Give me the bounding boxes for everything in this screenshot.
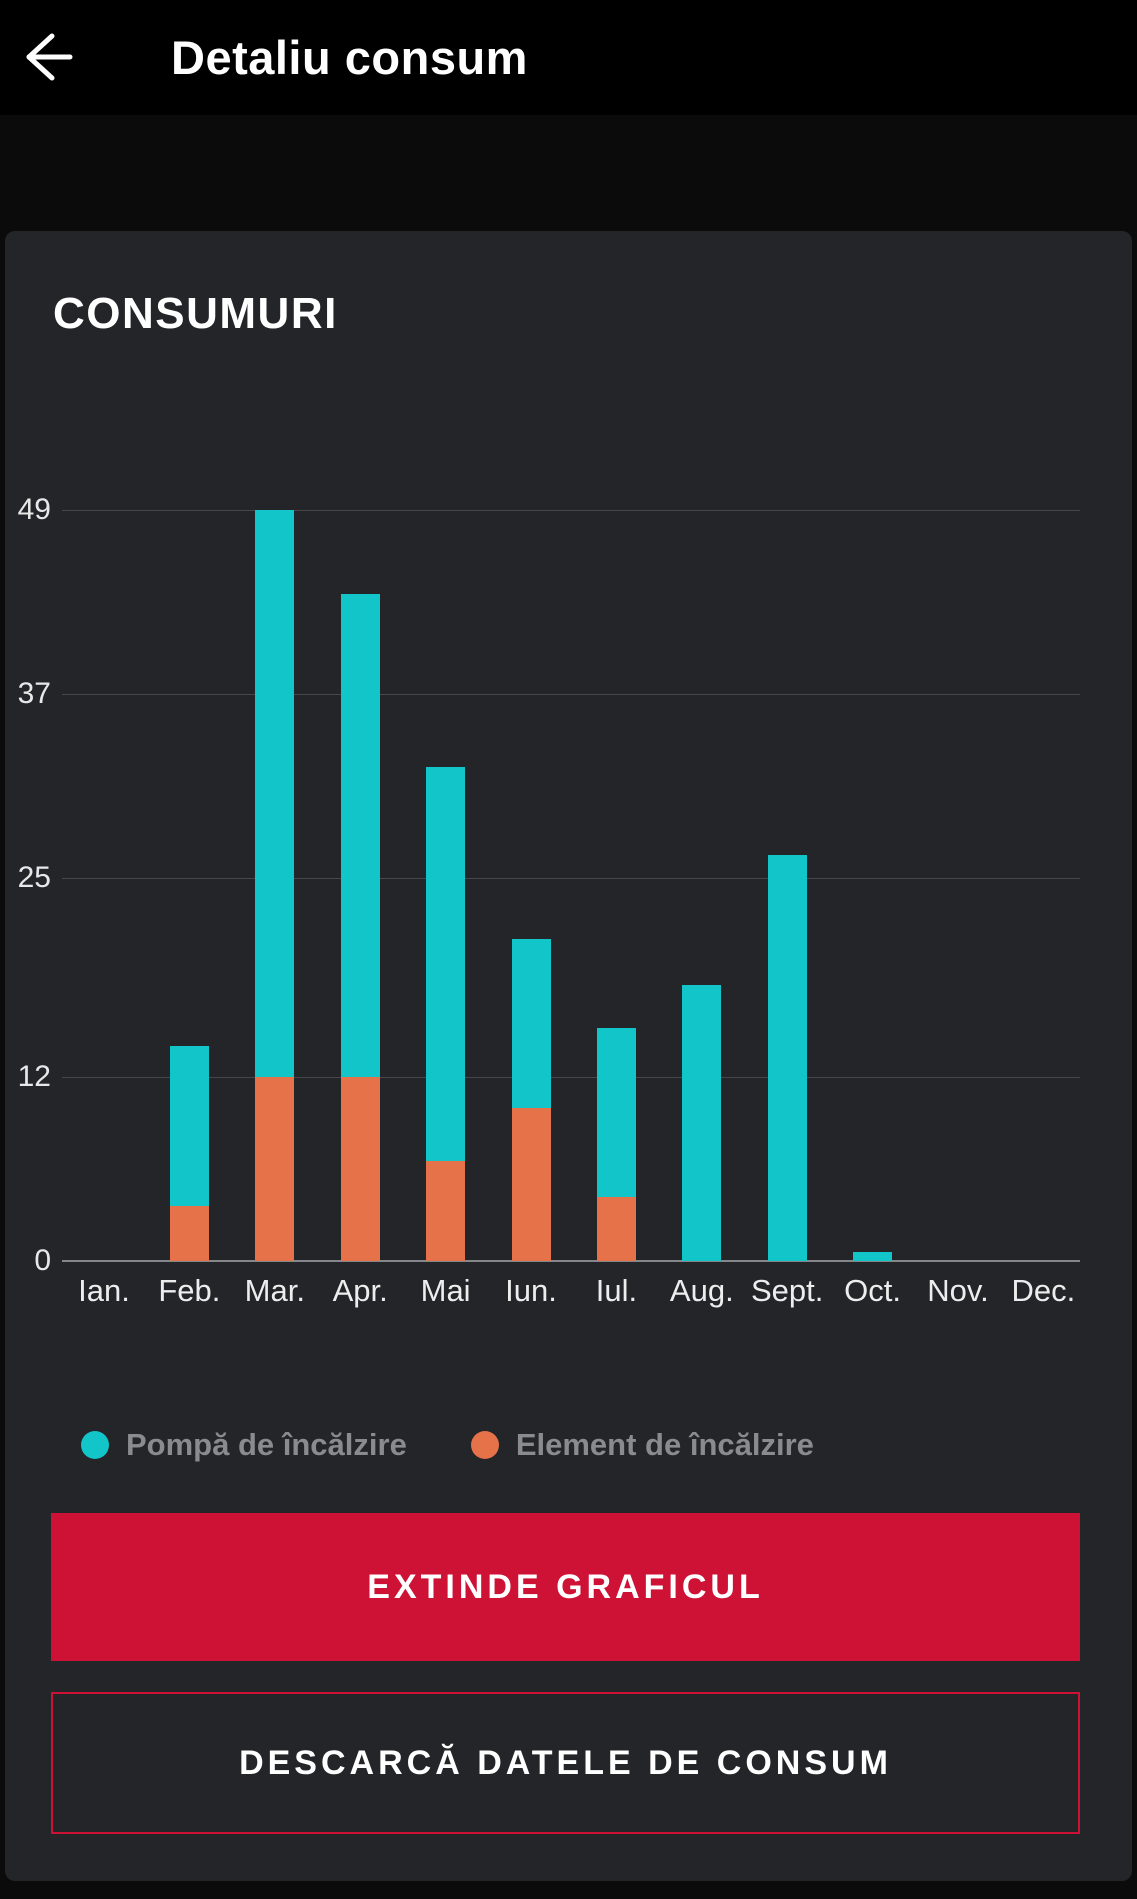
x-tick-label-Feb: Feb. xyxy=(158,1273,221,1308)
y-tick-label: 37 xyxy=(17,676,51,710)
consumption-bar-chart: 0 12 25 37 49 Ian. Feb. Mar. Apr. Mai Iun. Iul. Aug.… xyxy=(5,231,1132,1331)
back-button[interactable] xyxy=(12,24,78,90)
x-tick-label-Iul: Iul. xyxy=(595,1273,638,1308)
gridline-y-25 xyxy=(62,877,1080,879)
x-axis-line xyxy=(62,1260,1080,1262)
bar-segment-Iun-element[interactable] xyxy=(511,1107,551,1261)
expand-chart-button[interactable]: EXTINDE GRAFICUL xyxy=(51,1513,1080,1661)
x-tick-label-Dec: Dec. xyxy=(1011,1273,1076,1308)
legend-item-heat-pump[interactable]: Pompă de încălzire xyxy=(81,1427,407,1463)
legend-label: Pompă de încălzire xyxy=(126,1427,407,1462)
x-tick-label-Mar: Mar. xyxy=(244,1273,305,1308)
legend-item-heating-element[interactable]: Element de încălzire xyxy=(470,1427,814,1463)
bar-segment-Mar-pump[interactable] xyxy=(255,510,295,1078)
download-consumption-data-button[interactable]: DESCARCĂ DATELE DE CONSUM xyxy=(51,1692,1080,1834)
bar-segment-Oct-pump[interactable] xyxy=(853,1251,893,1261)
bar-segment-Mar-element[interactable] xyxy=(255,1077,295,1261)
bar-segment-Iun-pump[interactable] xyxy=(511,939,551,1108)
y-tick-label: 12 xyxy=(17,1060,51,1094)
x-tick-label-Apr: Apr. xyxy=(332,1273,388,1308)
x-tick-label-Iun: Iun. xyxy=(505,1273,557,1308)
x-tick-label-Mai: Mai xyxy=(420,1273,471,1308)
x-tick-label-Aug: Aug. xyxy=(669,1273,734,1308)
y-tick-label: 49 xyxy=(17,493,51,526)
bar-segment-Iul-element[interactable] xyxy=(596,1196,636,1261)
consumption-card: CONSUMURI 0 12 25 37 49 Ian. Feb. Mar. Apr. Mai Iu… xyxy=(5,231,1132,1881)
app-header: Detaliu consum xyxy=(0,0,1137,115)
back-arrow-icon xyxy=(12,24,78,90)
y-tick-label: 25 xyxy=(17,860,51,894)
chart-legend: Pompă de încălzire Element de încălzire xyxy=(81,1427,814,1463)
heating-element-color-dot-icon xyxy=(470,1431,499,1459)
x-tick-label-Sept: Sept. xyxy=(750,1273,824,1308)
gridline-y-12 xyxy=(62,1077,1080,1079)
chart-title: CONSUMURI xyxy=(53,289,338,338)
x-tick-label-Ian: Ian. xyxy=(78,1273,130,1308)
bar-segment-Mai-element[interactable] xyxy=(426,1161,466,1261)
bar-segment-Feb-element[interactable] xyxy=(169,1205,209,1261)
bar-segment-Mai-pump[interactable] xyxy=(426,767,466,1162)
bar-segment-Sept-pump[interactable] xyxy=(767,854,807,1261)
legend-label: Element de încălzire xyxy=(515,1427,814,1462)
bar-segment-Aug-pump[interactable] xyxy=(682,985,722,1261)
bar-segment-Apr-element[interactable] xyxy=(340,1077,380,1261)
gridline-y-49 xyxy=(62,510,1080,511)
page-title: Detaliu consum xyxy=(171,31,528,84)
gridline-y-37 xyxy=(62,693,1080,695)
bar-segment-Iul-pump[interactable] xyxy=(596,1028,636,1197)
heat-pump-color-dot-icon xyxy=(81,1431,109,1459)
x-tick-label-Nov: Nov. xyxy=(927,1273,989,1308)
bar-segment-Feb-pump[interactable] xyxy=(169,1046,209,1206)
y-tick-label: 0 xyxy=(34,1244,51,1277)
bar-segment-Apr-pump[interactable] xyxy=(340,594,380,1078)
x-tick-label-Oct: Oct. xyxy=(844,1273,902,1308)
